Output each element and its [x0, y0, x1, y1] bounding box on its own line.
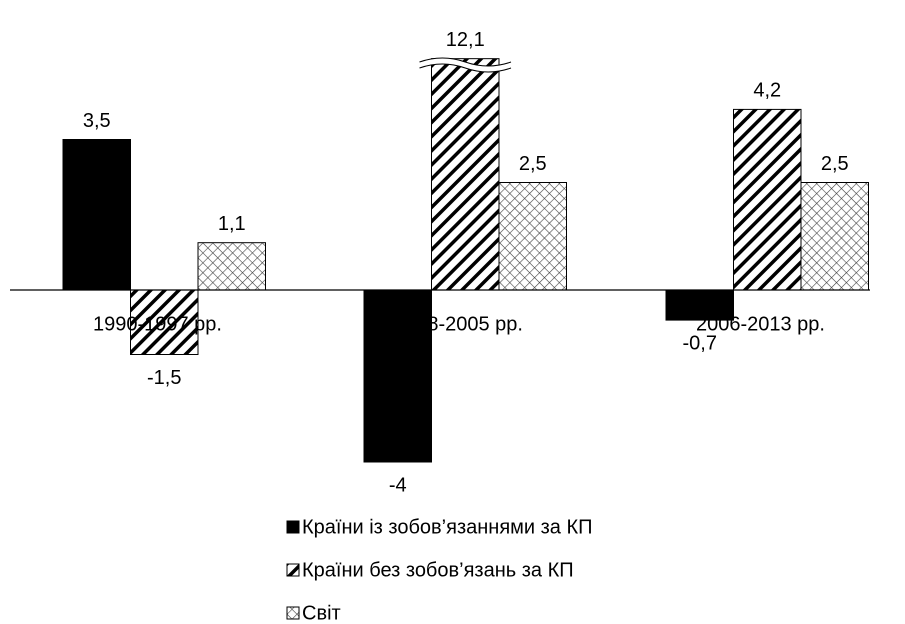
bar	[498, 182, 567, 291]
axis-break	[419, 63, 512, 73]
axis-break	[419, 57, 512, 67]
bar	[363, 289, 432, 463]
bar	[665, 289, 734, 321]
legend-label: Країни без зобов’язань за КП	[302, 559, 574, 581]
x-tick-label: 1990-1997 рр.	[93, 313, 222, 335]
value-label: 12,1	[446, 29, 485, 51]
value-label: 2,5	[519, 153, 547, 175]
x-tick-label: 1998-2005 рр.	[394, 313, 523, 335]
axis-break	[418, 58, 512, 72]
bar	[431, 58, 500, 291]
legend-swatch	[286, 606, 300, 620]
value-label: -0,7	[683, 332, 717, 354]
x-tick-label: 2006-2013 рр.	[696, 313, 825, 335]
bar	[733, 108, 802, 291]
legend-swatch	[286, 520, 300, 534]
bar	[800, 182, 869, 291]
value-label: 4,2	[753, 80, 781, 102]
bar	[62, 139, 131, 291]
value-label: 2,5	[821, 153, 849, 175]
value-label: 1,1	[218, 213, 246, 235]
value-label: -4	[389, 474, 407, 496]
value-label: -1,5	[147, 367, 181, 389]
legend-label: Світ	[302, 602, 341, 624]
value-label: 3,5	[83, 110, 111, 132]
legend-swatch	[286, 563, 300, 577]
bar	[197, 242, 266, 291]
legend-label: Країни із зобов’язаннями за КП	[302, 516, 593, 538]
